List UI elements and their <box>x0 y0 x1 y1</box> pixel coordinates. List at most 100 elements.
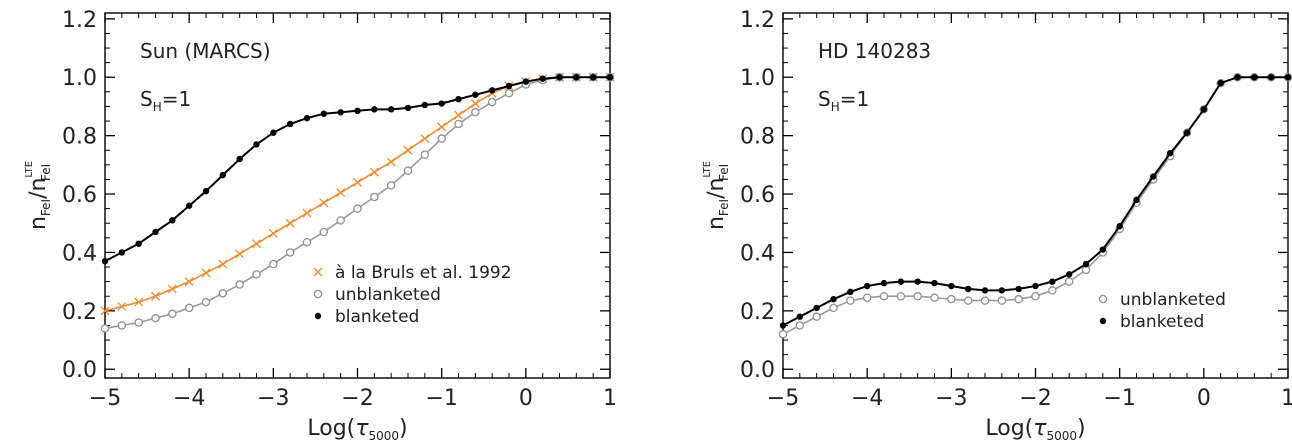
data-point <box>1031 291 1040 301</box>
data-point <box>1015 285 1022 293</box>
y-axis-label: nFeI/nLTE FeI <box>702 161 731 230</box>
data-point <box>1166 149 1174 157</box>
data-point <box>1217 79 1224 87</box>
data-point <box>896 291 906 301</box>
data-point <box>336 188 346 198</box>
data-point <box>252 270 261 279</box>
data-point <box>1049 278 1056 285</box>
y-tick-label: 1.2 <box>740 8 775 33</box>
data-point <box>336 216 345 225</box>
data-point <box>169 217 176 224</box>
data-point-stroke-b <box>369 167 379 177</box>
data-point <box>117 321 127 330</box>
series--la-bruls-et-al-1992 <box>100 72 615 316</box>
data-point <box>1267 74 1275 81</box>
data-point <box>505 82 513 90</box>
data-point <box>930 293 939 302</box>
data-point <box>337 109 344 116</box>
y-tick-label: 0.0 <box>62 358 97 383</box>
data-point <box>319 198 329 208</box>
x-tick-label: −3 <box>257 386 289 411</box>
data-point <box>167 284 177 294</box>
data-point <box>319 227 329 237</box>
x-tick-label: −2 <box>1019 386 1051 411</box>
data-point <box>813 304 820 312</box>
data-point <box>471 108 480 117</box>
data-point <box>1064 277 1074 286</box>
data-point <box>152 228 159 236</box>
x-tick-label: −5 <box>89 386 121 411</box>
data-point <box>285 218 295 228</box>
y-tick-label: 0.4 <box>740 241 775 266</box>
data-point <box>270 129 277 136</box>
data-point <box>522 78 530 85</box>
data-point <box>487 97 497 107</box>
legend-marker <box>313 267 323 277</box>
data-point <box>302 208 312 218</box>
data-point <box>1183 129 1191 136</box>
data-point <box>539 75 546 82</box>
data-point <box>1081 265 1091 275</box>
data-point <box>302 237 312 247</box>
data-point <box>455 95 462 103</box>
data-point <box>252 239 261 249</box>
data-point <box>997 296 1007 305</box>
data-point <box>286 120 294 128</box>
legend-marker <box>314 312 322 320</box>
x-tick-label: −5 <box>767 386 799 411</box>
legend-marker <box>1098 294 1108 304</box>
y-tick-label: 0.4 <box>62 241 97 266</box>
y-tick-label: 0.2 <box>62 300 97 325</box>
data-point <box>879 291 889 301</box>
data-point <box>796 313 804 320</box>
data-point <box>556 74 563 81</box>
data-point-stroke-b <box>454 110 463 120</box>
x-tick-label: −1 <box>425 386 457 411</box>
y-tick-label: 1.0 <box>740 66 775 91</box>
data-point <box>202 187 210 195</box>
data-point-stroke-b <box>184 277 194 287</box>
data-point-stroke-b <box>285 218 295 228</box>
data-point <box>218 289 228 298</box>
data-point <box>320 110 328 117</box>
y-tick-label: 1.2 <box>62 8 97 33</box>
data-point-stroke-b <box>151 291 160 301</box>
data-point <box>1284 74 1292 81</box>
legend-marker <box>313 289 323 299</box>
data-point <box>1251 74 1258 81</box>
data-point-stroke-b <box>302 208 312 218</box>
data-point <box>185 202 193 209</box>
y-tick-label: 0.6 <box>740 183 775 208</box>
data-point <box>454 110 463 120</box>
data-point <box>948 282 955 290</box>
data-point <box>201 268 211 278</box>
y-tick-label: 1.0 <box>62 66 97 91</box>
data-point <box>980 296 990 305</box>
data-point <box>303 114 311 122</box>
data-point <box>285 248 295 257</box>
data-point <box>488 87 496 94</box>
data-point <box>420 150 430 159</box>
data-point <box>913 291 922 301</box>
data-point <box>1099 246 1107 253</box>
data-point-stroke-b <box>353 177 362 187</box>
data-point <box>421 101 429 109</box>
data-point <box>437 134 446 143</box>
data-point <box>963 296 973 305</box>
data-point <box>117 302 127 311</box>
data-point <box>589 74 597 81</box>
legend-label: unblanketed <box>335 285 441 305</box>
data-point <box>404 104 412 112</box>
data-point <box>1234 74 1241 81</box>
data-point <box>1150 173 1157 180</box>
x-tick-label: −4 <box>851 386 883 411</box>
legend-label: unblanketed <box>1120 290 1226 310</box>
data-point <box>386 157 396 167</box>
data-point <box>218 259 228 269</box>
data-point <box>897 278 905 285</box>
data-point-stroke-b <box>100 306 110 316</box>
data-point <box>504 89 514 98</box>
data-point <box>236 155 243 163</box>
